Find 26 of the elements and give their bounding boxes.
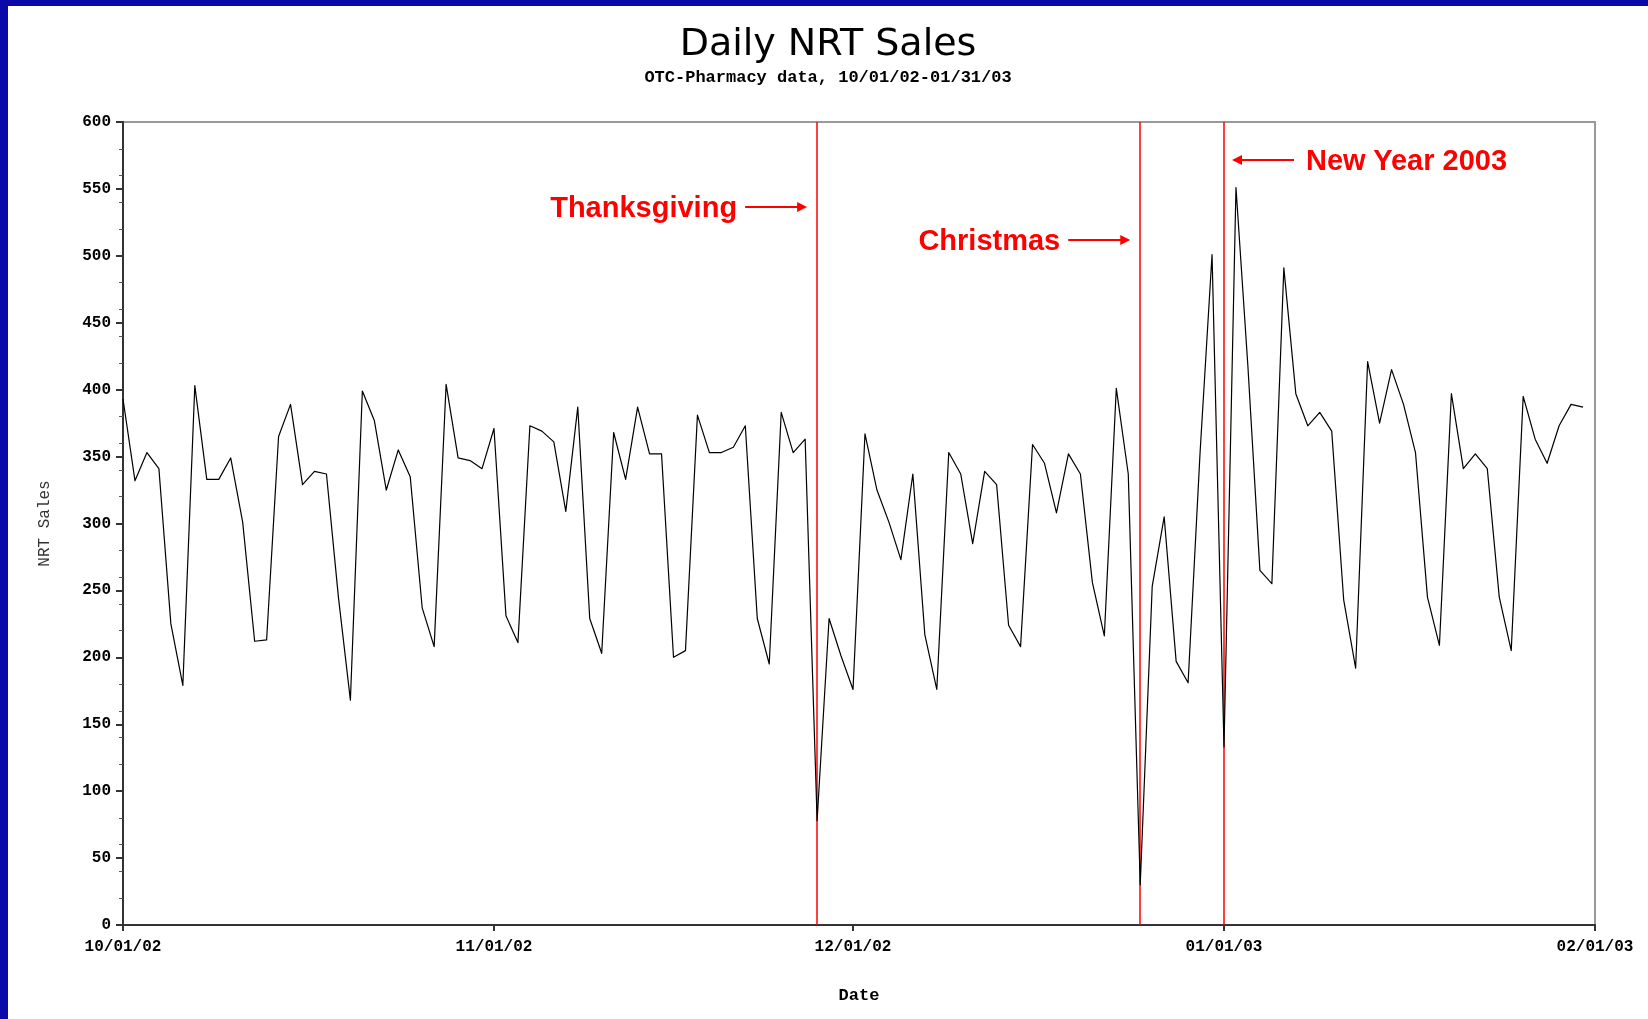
y-tick-label: 50 xyxy=(91,849,111,868)
y-tick-label: 150 xyxy=(82,715,111,734)
x-tick-label: 01/01/03 xyxy=(1185,938,1263,956)
x-tick-label: 11/01/02 xyxy=(455,938,533,956)
y-tick-label: 350 xyxy=(82,447,111,466)
y-tick-label: 500 xyxy=(82,246,111,265)
x-tick-label: 10/01/02 xyxy=(84,938,162,956)
y-tick-label: 550 xyxy=(82,179,111,198)
chart-subtitle: OTC-Pharmacy data, 10/01/02-01/31/03 xyxy=(644,68,1012,87)
y-tick-label: 400 xyxy=(82,380,111,399)
y-tick-label: 600 xyxy=(82,113,111,131)
x-tick-label: 02/01/03 xyxy=(1556,938,1634,956)
y-tick-label: 250 xyxy=(82,581,111,600)
ref-line-label: Christmas xyxy=(918,224,1061,256)
x-tick-label: 12/01/02 xyxy=(814,938,892,956)
chart-title: Daily NRT Sales xyxy=(679,20,977,64)
y-axis-title: NRT Sales xyxy=(36,480,54,567)
x-axis-title: Date xyxy=(838,986,880,1005)
y-tick-label: 0 xyxy=(101,916,111,934)
ref-line-label: Thanksgiving xyxy=(550,191,738,223)
ref-line-label: New Year 2003 xyxy=(1306,144,1508,176)
y-tick-label: 200 xyxy=(82,648,111,667)
y-tick-label: 450 xyxy=(82,313,111,332)
y-tick-label: 300 xyxy=(82,514,111,533)
y-tick-label: 100 xyxy=(82,782,111,801)
line-series xyxy=(122,186,1584,886)
